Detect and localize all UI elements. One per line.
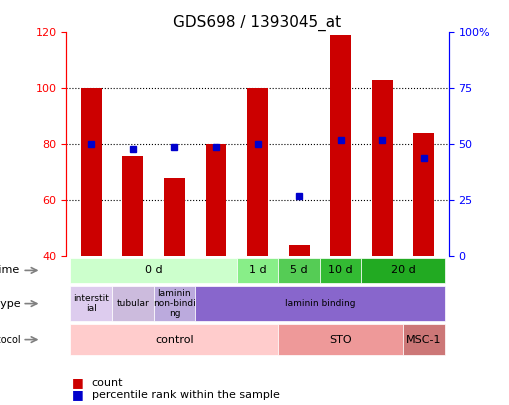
Text: laminin
non-bindi
ng: laminin non-bindi ng xyxy=(153,289,195,318)
FancyBboxPatch shape xyxy=(195,286,444,321)
FancyBboxPatch shape xyxy=(70,286,112,321)
Text: STO: STO xyxy=(329,335,351,345)
Text: 10 d: 10 d xyxy=(328,265,352,275)
Text: growth protocol: growth protocol xyxy=(0,335,20,345)
Text: 1 d: 1 d xyxy=(248,265,266,275)
Text: count: count xyxy=(92,378,123,388)
Text: laminin binding: laminin binding xyxy=(284,299,354,308)
Text: tubular: tubular xyxy=(116,299,149,308)
FancyBboxPatch shape xyxy=(319,258,361,283)
Text: interstit
ial: interstit ial xyxy=(73,294,109,313)
Text: 0 d: 0 d xyxy=(145,265,162,275)
Bar xyxy=(164,178,184,256)
Text: 5 d: 5 d xyxy=(290,265,307,275)
FancyBboxPatch shape xyxy=(361,258,444,283)
FancyBboxPatch shape xyxy=(236,258,278,283)
FancyBboxPatch shape xyxy=(70,324,278,355)
Text: percentile rank within the sample: percentile rank within the sample xyxy=(92,390,279,400)
Text: cell type: cell type xyxy=(0,298,20,309)
FancyBboxPatch shape xyxy=(278,258,319,283)
Bar xyxy=(371,80,392,256)
FancyBboxPatch shape xyxy=(112,286,153,321)
Bar xyxy=(330,35,350,256)
Bar xyxy=(122,156,143,256)
FancyBboxPatch shape xyxy=(402,324,444,355)
Bar xyxy=(413,133,433,256)
Text: control: control xyxy=(155,335,193,345)
Bar xyxy=(205,145,226,256)
FancyBboxPatch shape xyxy=(153,286,195,321)
Text: MSC-1: MSC-1 xyxy=(405,335,441,345)
Text: ■: ■ xyxy=(71,376,83,389)
FancyBboxPatch shape xyxy=(70,258,236,283)
Text: time: time xyxy=(0,265,20,275)
Bar xyxy=(81,88,101,256)
Bar xyxy=(288,245,309,256)
FancyBboxPatch shape xyxy=(278,324,402,355)
Text: ■: ■ xyxy=(71,388,83,401)
Title: GDS698 / 1393045_at: GDS698 / 1393045_at xyxy=(173,15,341,31)
Text: 20 d: 20 d xyxy=(390,265,415,275)
Bar xyxy=(247,88,267,256)
